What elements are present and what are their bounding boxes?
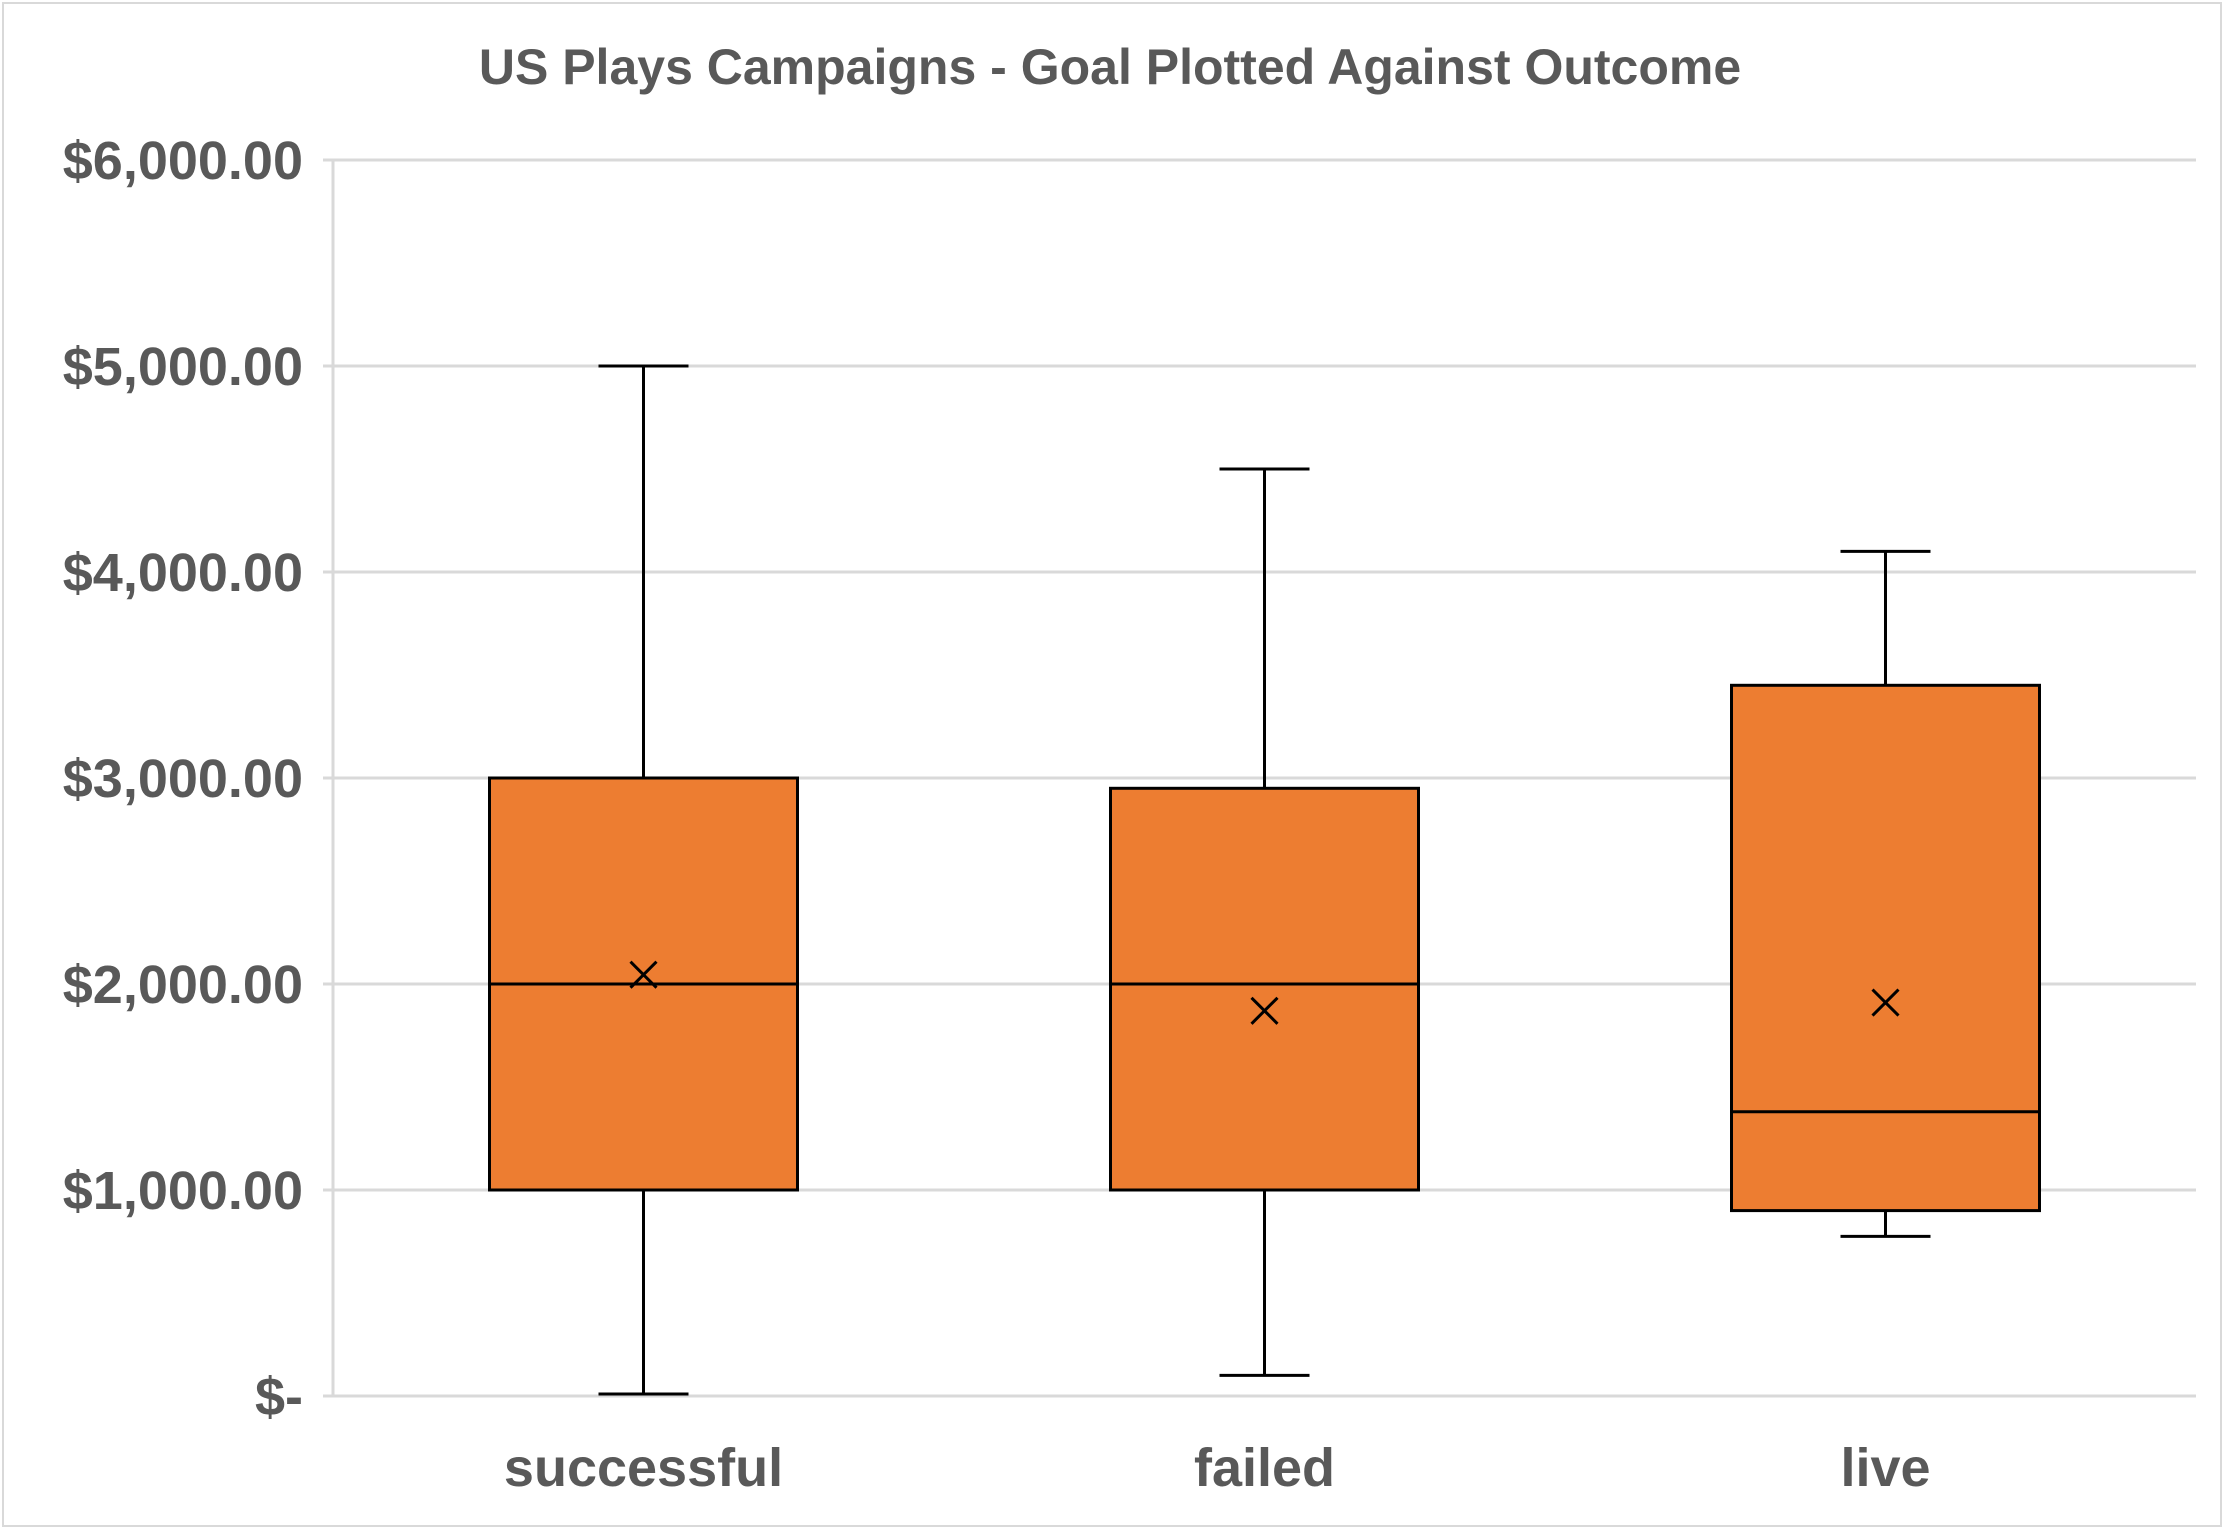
mean-marker-stroke [1250, 996, 1279, 1025]
mean-marker-stroke [1871, 988, 1900, 1017]
interquartile-box [1109, 786, 1420, 1192]
y-tick-label: $6,000.00 [63, 131, 303, 191]
y-tick-label: $5,000.00 [63, 337, 303, 397]
y-tick-label: $1,000.00 [63, 1161, 303, 1221]
box-successful [488, 364, 799, 1396]
label-layer: $- $1,000.00 $2,000.00 $3,000.00 $4,000.00 $5… [63, 131, 1931, 1498]
y-tick-label: $- [255, 1367, 303, 1427]
mean-marker [1871, 988, 1900, 1017]
interquartile-box [1730, 683, 2041, 1213]
y-tick-label: $4,000.00 [63, 543, 303, 603]
axis-layer [323, 158, 335, 1398]
box-failed [1109, 467, 1420, 1377]
box-live [1730, 549, 2041, 1238]
x-tick-label: live [1840, 1438, 1930, 1498]
mean-marker [1250, 996, 1279, 1025]
y-tick-label: $3,000.00 [63, 749, 303, 809]
chart-title: US Plays Campaigns - Goal Plotted Agains… [479, 39, 1741, 95]
box-layer [488, 364, 2041, 1396]
x-tick-label: successful [504, 1438, 783, 1498]
mean-marker-stroke [629, 960, 658, 989]
mean-marker [629, 960, 658, 989]
x-tick-label: failed [1194, 1438, 1335, 1498]
y-tick-label: $2,000.00 [63, 955, 303, 1015]
